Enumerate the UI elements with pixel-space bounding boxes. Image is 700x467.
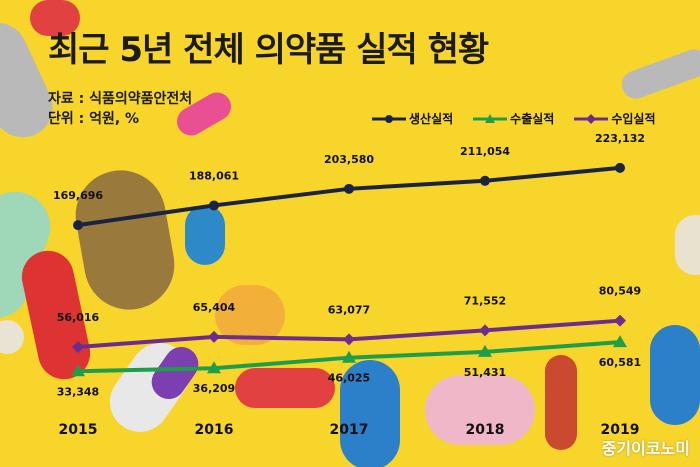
legend-marker-import — [574, 113, 609, 124]
legend-label-production: 생산실적 — [409, 112, 454, 126]
data-point-import — [72, 340, 84, 353]
x-tick-label: 2016 — [195, 422, 234, 438]
data-label-production: 223,132 — [595, 132, 645, 145]
data-label-import: 56,016 — [57, 311, 100, 324]
publisher-watermark: 중기이코노미 — [601, 439, 690, 458]
data-label-export: 36,209 — [193, 382, 235, 395]
pill-decoration — [545, 355, 577, 450]
data-point-export — [342, 350, 356, 363]
data-point-export — [478, 344, 492, 357]
legend-marker-production — [372, 114, 406, 123]
legend-label-export: 수출실적 — [510, 112, 555, 126]
pill-decoration — [185, 205, 225, 265]
series-line-production — [77, 165, 621, 228]
pill-decoration — [215, 285, 285, 345]
data-point-production — [615, 162, 625, 173]
data-label-export: 60,581 — [599, 356, 641, 369]
pill-decoration — [425, 375, 535, 445]
data-point-import — [479, 324, 491, 337]
data-label-export: 46,025 — [328, 372, 370, 385]
data-point-production — [480, 175, 490, 186]
chart-legend: 생산실적 수출실적 수입실적 — [372, 110, 656, 127]
data-label-production: 188,061 — [189, 169, 239, 182]
legend-marker-export — [473, 113, 508, 123]
legend-item-export: 수출실적 — [473, 110, 554, 127]
pill-decoration — [30, 0, 80, 36]
data-point-export — [71, 364, 85, 377]
data-label-import: 65,404 — [193, 301, 236, 314]
data-label-production: 203,580 — [324, 153, 374, 166]
chart-title: 최근 5년 전체 의약품 실적 현황 — [48, 30, 489, 70]
x-tick-label: 2015 — [59, 422, 98, 438]
legend-item-production: 생산실적 — [372, 110, 453, 127]
data-point-export — [207, 361, 221, 374]
pill-decoration — [235, 368, 335, 408]
legend-label-import: 수입실적 — [611, 112, 656, 126]
data-label-export: 33,348 — [57, 385, 99, 398]
x-tick-label: 2017 — [330, 422, 369, 438]
x-tick-label: 2019 — [601, 422, 640, 438]
x-tick-label: 2018 — [466, 422, 505, 438]
data-point-import — [343, 333, 355, 346]
data-label-import: 63,077 — [328, 303, 370, 316]
data-point-export — [613, 335, 627, 348]
data-label-production: 211,054 — [460, 145, 510, 158]
data-label-production: 169,696 — [53, 189, 103, 202]
data-point-import — [208, 330, 220, 343]
legend-item-import: 수입실적 — [574, 110, 656, 127]
data-point-production — [344, 183, 354, 194]
data-label-import: 80,549 — [599, 285, 641, 298]
pill-decoration — [675, 215, 700, 275]
pill-decoration — [340, 360, 400, 467]
data-label-import: 71,552 — [464, 294, 506, 307]
data-label-export: 51,431 — [464, 366, 506, 379]
data-point-production — [209, 200, 219, 211]
data-point-import — [614, 314, 626, 327]
pill-decoration — [650, 325, 700, 425]
source-note: 자료 : 식품의약품안전처 — [48, 91, 193, 107]
data-point-production — [73, 220, 83, 231]
unit-note: 단위 : 억원, % — [48, 111, 140, 127]
